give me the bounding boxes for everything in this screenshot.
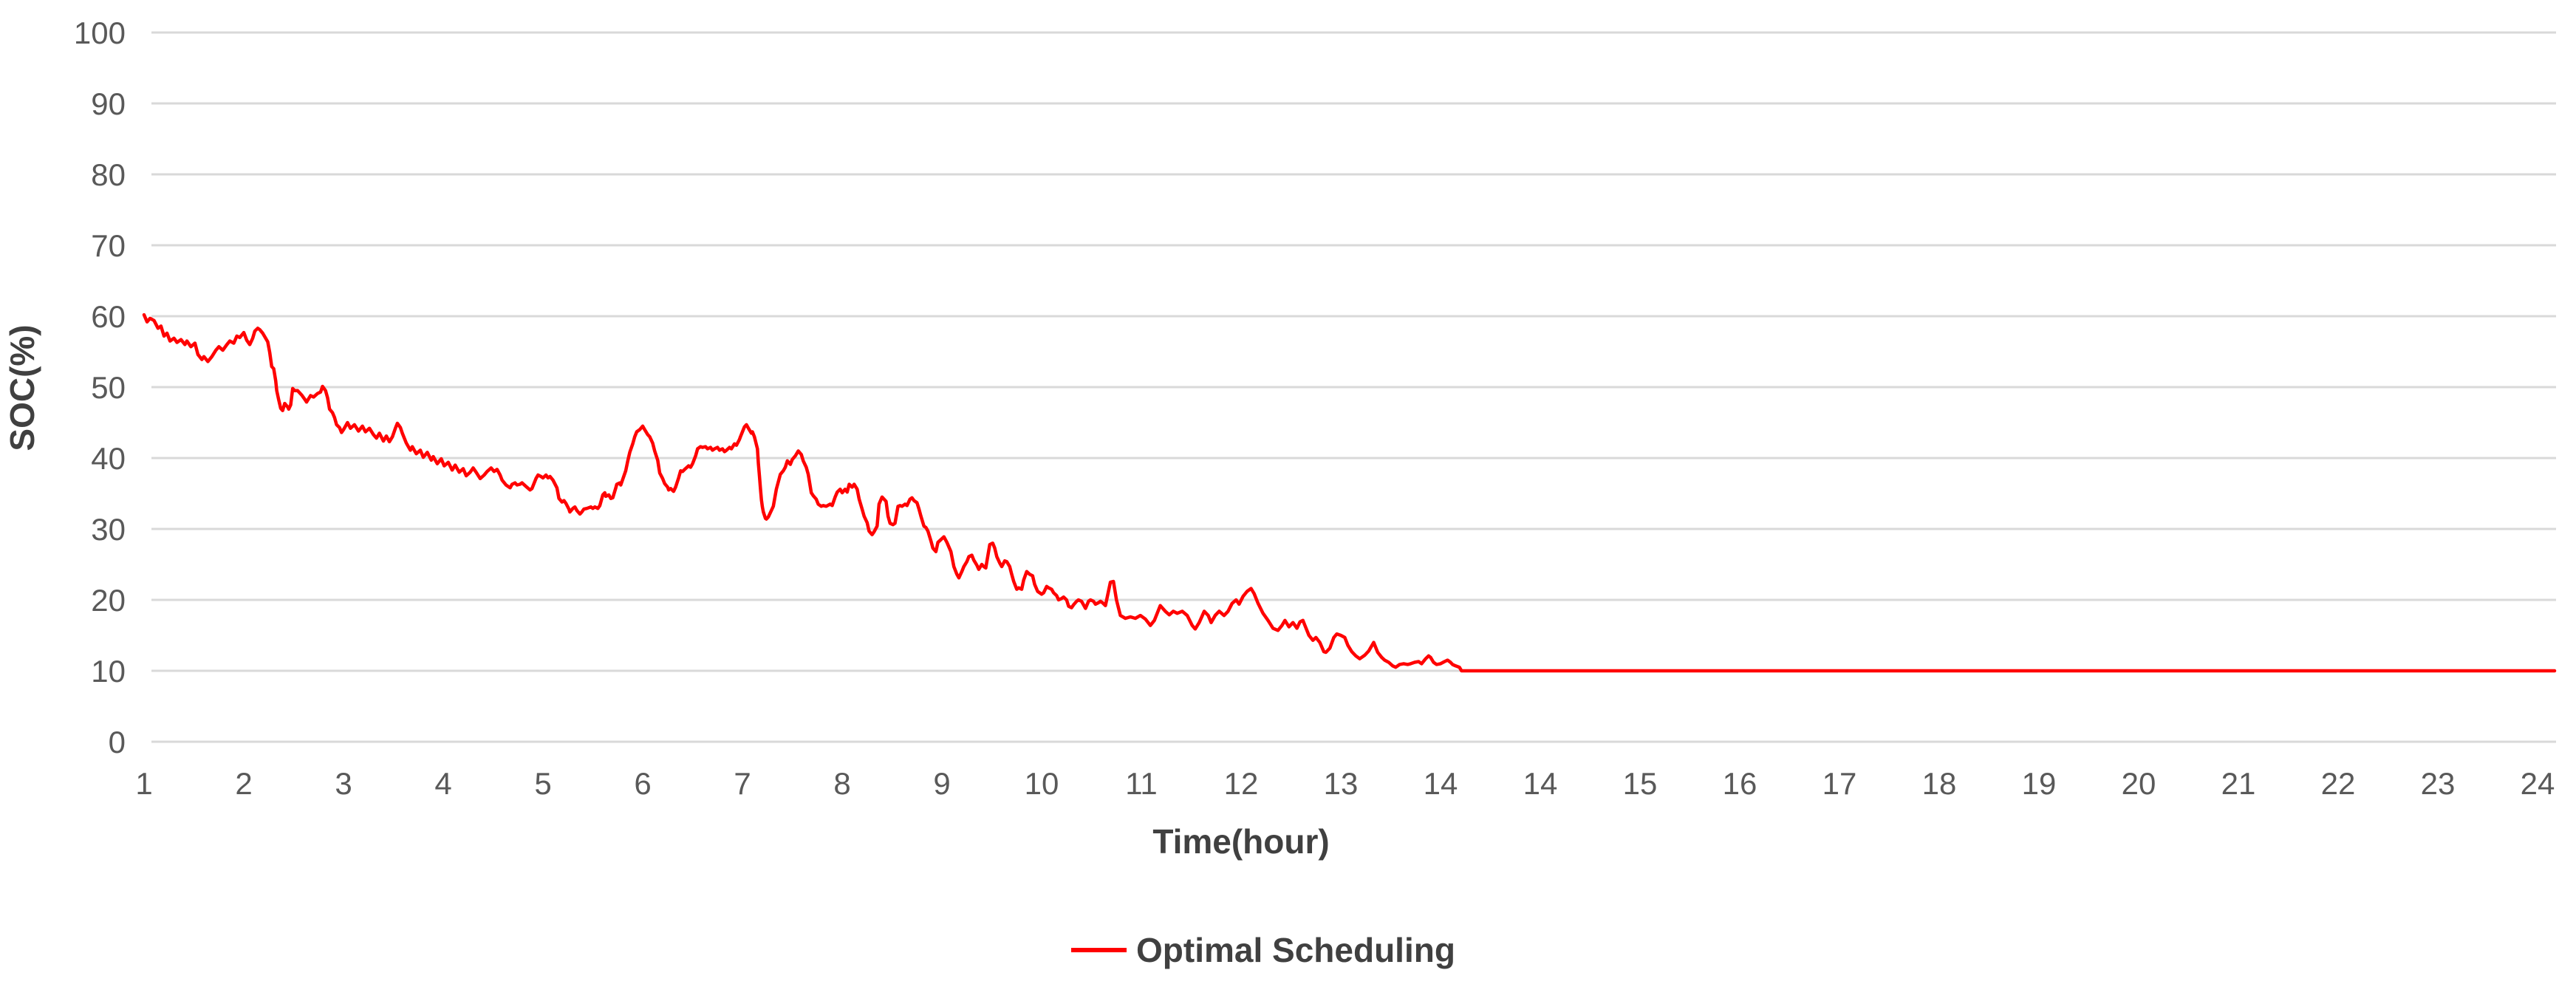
gridlines <box>151 31 2556 743</box>
x-tick-label: 14 <box>1523 766 1558 801</box>
x-tick-label: 23 <box>2421 766 2456 801</box>
y-tick-label: 10 <box>91 654 126 689</box>
y-tick-label: 80 <box>91 157 126 192</box>
y-tick-label: 40 <box>91 441 126 476</box>
x-tick-label: 20 <box>2122 766 2156 801</box>
y-tick-label: 70 <box>91 228 126 263</box>
x-tick-label: 11 <box>1125 766 1158 801</box>
y-tick-label: 0 <box>109 725 126 759</box>
x-tick-label: 21 <box>2221 766 2256 801</box>
x-tick-label: 22 <box>2321 766 2356 801</box>
x-tick-label: 12 <box>1224 766 1259 801</box>
x-tick-label: 7 <box>734 766 751 801</box>
y-tick-label: 20 <box>91 583 126 618</box>
y-tick-label: 90 <box>91 86 126 121</box>
optimal-scheduling-line <box>142 313 2557 673</box>
x-tick-label: 24 <box>2521 766 2555 801</box>
x-tick-label: 1 <box>135 766 152 801</box>
x-tick-label: 6 <box>634 766 651 801</box>
x-axis-tick-labels: 1 2 3 4 5 6 7 8 9 10 11 12 13 14 14 15 16 17 18 19 20 21 22 23 2… <box>135 766 2555 801</box>
x-tick-label: 14 <box>1424 766 1458 801</box>
x-tick-label: 9 <box>933 766 950 801</box>
x-tick-label: 19 <box>2022 766 2057 801</box>
x-tick-label: 4 <box>434 766 451 801</box>
y-axis-tick-labels: 0 10 20 30 40 50 60 70 80 90 100 <box>74 16 126 759</box>
legend-label: Optimal Scheduling <box>1136 931 1455 969</box>
legend: Optimal Scheduling <box>1071 931 1455 969</box>
x-axis-title: Time(hour) <box>1152 822 1329 861</box>
x-tick-label: 15 <box>1623 766 1658 801</box>
x-tick-label: 8 <box>833 766 850 801</box>
y-tick-label: 30 <box>91 512 126 547</box>
x-tick-label: 3 <box>335 766 352 801</box>
x-tick-label: 10 <box>1025 766 1059 801</box>
y-tick-label: 50 <box>91 370 126 405</box>
x-tick-label: 17 <box>1822 766 1857 801</box>
x-tick-label: 5 <box>534 766 551 801</box>
y-axis-title: SOC(%) <box>3 324 41 451</box>
y-tick-label: 60 <box>91 299 126 334</box>
x-tick-label: 2 <box>235 766 252 801</box>
x-tick-label: 16 <box>1723 766 1757 801</box>
x-tick-label: 18 <box>1922 766 1957 801</box>
x-tick-label: 13 <box>1324 766 1359 801</box>
y-tick-label: 100 <box>74 16 126 50</box>
